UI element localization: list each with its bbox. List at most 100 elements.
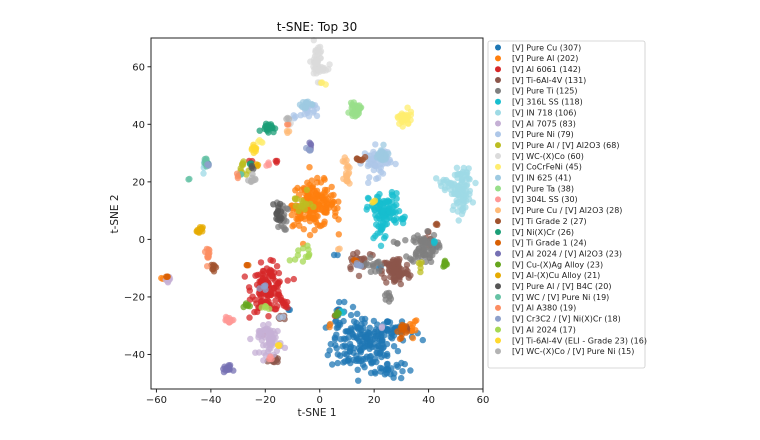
legend-marker	[495, 98, 501, 105]
legend-marker	[495, 109, 501, 116]
series-points	[345, 99, 365, 120]
legend-label: [V] WC-(X)Co (60)	[512, 152, 584, 161]
series-points	[158, 164, 420, 342]
legend-label: [V] Ti-6Al-4V (131)	[512, 76, 586, 85]
legend-marker	[495, 77, 501, 84]
legend-item: [V] Pure Al / [V] Al2O3 (68)	[495, 141, 619, 150]
legend-label: [V] 304L SS (30)	[512, 195, 578, 204]
series-points	[245, 114, 293, 186]
legend-marker	[495, 142, 501, 149]
x-axis-label: t-SNE 1	[297, 407, 336, 419]
legend-label: [V] Al 2024 / [V] Al2O3 (23)	[512, 249, 622, 258]
legend-item: [V] Pure Ni (79)	[495, 130, 574, 139]
legend-item: [V] Al 2024 / [V] Al2O3 (23)	[495, 249, 622, 258]
legend-marker	[495, 207, 501, 214]
legend-label: [V] Ti Grade 2 (27)	[512, 217, 587, 226]
legend-marker	[495, 87, 501, 94]
legend-marker	[495, 315, 501, 322]
series-points	[285, 243, 440, 384]
legend-item: [V] Pure Al (202)	[495, 54, 578, 63]
series-points	[163, 256, 410, 343]
legend-marker	[495, 304, 501, 311]
legend-label: [V] Pure Al (202)	[512, 54, 578, 63]
x-axis-ticks: −60 −40 −20 0 20 40 60	[146, 389, 489, 406]
series-points	[208, 153, 441, 334]
legend-item: [V] 304L SS (30)	[495, 195, 578, 204]
series-points	[255, 79, 415, 146]
legend-label: [V] Pure Cu / [V] Al2O3 (28)	[512, 206, 622, 215]
legend-label: [V] Ti Grade 1 (24)	[512, 239, 587, 248]
svg-text:20: 20	[132, 177, 145, 188]
legend-marker	[495, 272, 501, 279]
series-points	[237, 158, 425, 276]
legend-item: [V] 316L SS (118)	[495, 98, 583, 107]
legend-label: [V] IN 718 (106)	[512, 108, 576, 117]
legend-item: [V] Al 7075 (83)	[495, 119, 576, 128]
legend-marker	[495, 66, 501, 73]
svg-text:40: 40	[422, 395, 435, 406]
legend-item: [V] Pure Ti (125)	[495, 87, 578, 96]
svg-text:0: 0	[139, 235, 145, 246]
legend-marker	[495, 326, 501, 333]
series-points	[220, 139, 315, 376]
legend-label: [V] Al 7075 (83)	[512, 119, 576, 128]
legend-item: [V] Pure Cu / [V] Al2O3 (28)	[495, 206, 622, 215]
legend-label: [V] Al 6061 (142)	[512, 65, 581, 74]
legend-label: [V] Pure Al / [V] B4C (20)	[512, 282, 611, 291]
legend-label: [V] Pure Cu (307)	[512, 43, 581, 52]
svg-text:60: 60	[477, 395, 490, 406]
scatter-points	[158, 37, 479, 384]
legend-label: [V] WC / [V] Pure Ni (19)	[512, 293, 609, 302]
legend-item: [V] Ti-6Al-4V (ELI - Grade 23) (16)	[495, 336, 647, 345]
plot-frame	[150, 37, 484, 390]
legend-label: [V] Al-(X)Cu Alloy (21)	[512, 271, 600, 280]
legend-marker	[495, 185, 501, 192]
y-axis-ticks: −40 −20 0 20 40 60	[124, 62, 151, 361]
y-axis-label: t-SNE 2	[109, 194, 121, 233]
legend-item: [V] Ti Grade 2 (27)	[495, 217, 587, 226]
legend-item: [V] WC / [V] Pure Ni (19)	[495, 293, 609, 302]
svg-text:40: 40	[132, 120, 145, 131]
legend-item: [V] Pure Ta (38)	[495, 184, 574, 193]
legend-item: [V] Pure Cu (307)	[495, 43, 581, 52]
legend-marker	[495, 283, 501, 290]
svg-text:20: 20	[368, 395, 381, 406]
svg-text:−40: −40	[200, 395, 221, 406]
legend-marker	[495, 153, 501, 159]
legend-item: [V] CoCrFeNi (45)	[495, 163, 582, 172]
series-points	[258, 242, 313, 312]
legend-marker	[495, 261, 501, 268]
series-points	[286, 37, 333, 128]
legend-item: [V] Al 2024 (17)	[495, 325, 576, 334]
legend-marker	[495, 120, 501, 127]
legend-box	[487, 40, 646, 369]
legend-marker	[495, 131, 501, 138]
legend-label: [V] Pure Al / [V] Al2O3 (68)	[512, 141, 619, 150]
legend-label: [V] IN 625 (41)	[512, 174, 571, 183]
legend-item: [V] Al A380 (19)	[495, 304, 576, 313]
series-points	[201, 121, 292, 270]
series-points	[248, 141, 379, 350]
legend-item: [V] Al-(X)Cu Alloy (21)	[495, 271, 600, 280]
series-points	[248, 162, 285, 224]
legend-marker	[495, 55, 501, 62]
legend-label: [V] WC-(X)Co / [V] Pure Ni (15)	[512, 347, 634, 356]
series-points	[222, 159, 275, 363]
legend-label: [V] Cr3C2 / [V] Ni(X)Cr (18)	[512, 315, 621, 324]
legend-marker	[495, 250, 501, 257]
series-points	[240, 257, 451, 319]
legend-label: [V] Pure Ta (38)	[512, 184, 574, 193]
legend-item: [V] IN 718 (106)	[495, 108, 576, 117]
svg-text:−60: −60	[146, 395, 167, 406]
series-points	[200, 159, 479, 224]
legend-label: [V] 316L SS (118)	[512, 98, 583, 107]
svg-text:60: 60	[132, 62, 145, 73]
svg-text:−20: −20	[124, 292, 145, 303]
legend-marker	[495, 348, 501, 355]
legend-item: [V] Ti-6Al-4V (131)	[495, 76, 586, 85]
legend-label: [V] Ti-6Al-4V (ELI - Grade 23) (16)	[512, 336, 647, 345]
legend-label: [V] Al A380 (19)	[512, 304, 576, 313]
legend-marker	[495, 218, 501, 225]
series-points	[296, 98, 392, 164]
legend-item: [V] WC-(X)Co / [V] Pure Ni (15)	[495, 347, 634, 356]
